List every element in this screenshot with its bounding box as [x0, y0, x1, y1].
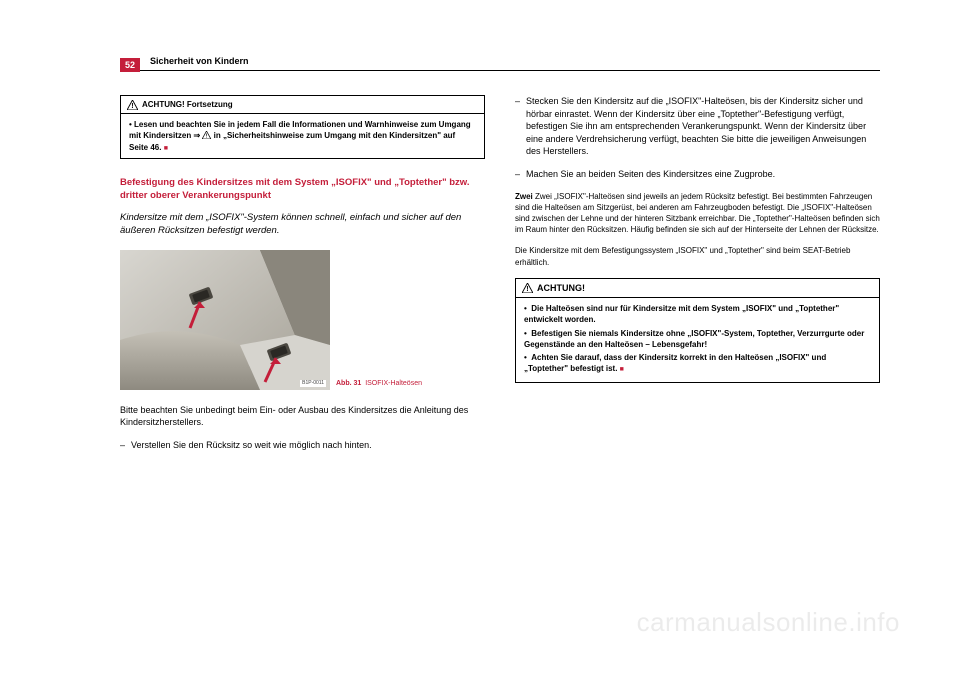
page-number: 52: [120, 58, 140, 72]
figure-caption: Abb. 31 ISOFIX-Halteösen: [336, 379, 422, 390]
svg-text:!: !: [526, 284, 528, 293]
step-text: Machen Sie an beiden Seiten des Kindersi…: [526, 168, 775, 181]
content-columns: ! ACHTUNG! Fortsetzung • Lesen und beach…: [120, 95, 880, 461]
subsection-heading: Befestigung des Kindersitzes mit dem Sys…: [120, 177, 485, 202]
warning-triangle-icon: !: [522, 283, 533, 293]
warning-body: • Die Halteösen sind nur für Kindersitze…: [516, 298, 879, 382]
svg-text:!: !: [131, 101, 133, 110]
warning-header: ! ACHTUNG! Fortsetzung: [121, 96, 484, 114]
step-text: Stecken Sie den Kindersitz auf die „ISOF…: [526, 95, 880, 158]
warning-header-text: ACHTUNG!: [537, 282, 585, 295]
warning-bullet-1: • Die Halteösen sind nur für Kindersitze…: [524, 303, 871, 325]
step-item-3: – Machen Sie an beiden Seiten des Kinder…: [515, 168, 880, 181]
warning-bullet-3: • Achten Sie darauf, dass der Kindersitz…: [524, 352, 871, 375]
bullet-text: Achten Sie darauf, dass der Kindersitz k…: [524, 353, 826, 373]
figure-label: Abb. 31: [336, 380, 361, 387]
right-column: – Stecken Sie den Kindersitz auf die „IS…: [515, 95, 880, 461]
body-paragraph: Zwei Zwei „ISOFIX"-Halteösen sind jeweil…: [515, 191, 880, 236]
body-paragraph: Bitte beachten Sie unbedingt beim Ein- o…: [120, 404, 485, 429]
warning-header: ! ACHTUNG!: [516, 279, 879, 299]
warning-bullet-2: • Befestigen Sie niemals Kindersitze ohn…: [524, 328, 871, 350]
step-item-1: – Verstellen Sie den Rücksitz so weit wi…: [120, 439, 485, 452]
para1-text: Zwei „ISOFIX"-Halteösen sind jeweils an …: [515, 192, 880, 235]
svg-text:!: !: [206, 134, 208, 139]
bullet-text: Die Halteösen sind nur für Kindersitze m…: [524, 304, 839, 324]
dash-icon: –: [515, 95, 520, 158]
section-title-header: Sicherheit von Kindern: [150, 56, 249, 66]
end-marker-icon: ■: [164, 145, 168, 152]
figure-caption-text: ISOFIX-Halteösen: [365, 380, 422, 387]
intro-text: Kindersitze mit dem „ISOFIX"-System könn…: [120, 212, 485, 238]
figure-code: B1P-0011: [300, 380, 326, 387]
warning-box-achtung: ! ACHTUNG! • Die Halteösen sind nur für …: [515, 278, 880, 383]
dash-icon: –: [515, 168, 520, 181]
manual-page: 52 Sicherheit von Kindern ! ACHTUNG! For…: [0, 0, 960, 678]
body-paragraph: Die Kindersitze mit dem Befestigungssyst…: [515, 245, 880, 267]
dash-icon: –: [120, 439, 125, 452]
left-column: ! ACHTUNG! Fortsetzung • Lesen und beach…: [120, 95, 485, 461]
warning-body: • Lesen und beachten Sie in jedem Fall d…: [121, 114, 484, 158]
step-text: Verstellen Sie den Rücksitz so weit wie …: [131, 439, 372, 452]
warning-header-text: ACHTUNG! Fortsetzung: [142, 99, 233, 110]
warning-triangle-icon: !: [127, 100, 138, 110]
step-item-2: – Stecken Sie den Kindersitz auf die „IS…: [515, 95, 880, 158]
figure-31: B1P-0011 Abb. 31 ISOFIX-Halteösen: [120, 250, 485, 390]
bullet-text: Befestigen Sie niemals Kindersitze ohne …: [524, 329, 864, 349]
warning-box-continuation: ! ACHTUNG! Fortsetzung • Lesen und beach…: [120, 95, 485, 159]
header-rule: [120, 70, 880, 71]
figure-image: B1P-0011: [120, 250, 330, 390]
end-marker-icon: ■: [620, 366, 624, 373]
watermark: carmanualsonline.info: [637, 607, 900, 638]
